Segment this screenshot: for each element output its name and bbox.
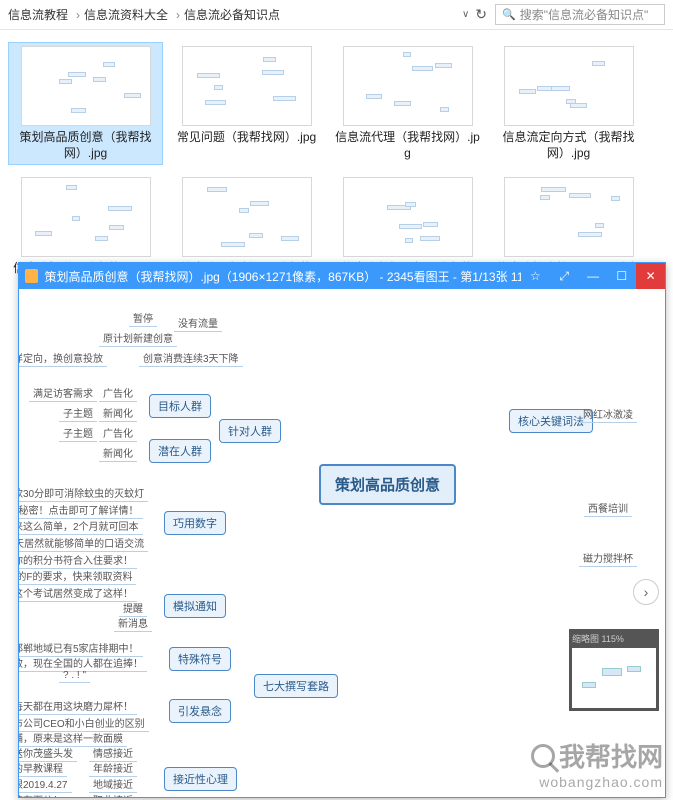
minimize-button[interactable]: — (579, 263, 608, 289)
mindmap-node[interactable]: 七大撰写套路 (254, 674, 338, 698)
file-label: 策划高品质创意（我帮找网）.jpg (12, 130, 159, 161)
mindmap-node[interactable]: 潜在人群 (149, 439, 211, 463)
breadcrumb-bar: 信息流教程 › 信息流资料大全 › 信息流必备知识点 ∨ ↻ 🔍 搜索"信息流必… (0, 0, 673, 30)
image-viewer-window: 策划高品质创意（我帮找网）.jpg（1906×1271像素，867KB） - 2… (18, 262, 666, 798)
mindmap-leaf: 西餐培训 (584, 499, 632, 517)
mindmap-leaf: 同样定向，换创意投放 (19, 349, 107, 367)
mindmap-leaf: 信号XX的F的要求，快来领取资料 (19, 567, 136, 585)
mindmap-leaf: 新消息 (114, 614, 152, 632)
maximize-button[interactable]: ☐ (607, 263, 636, 289)
mindmap-node[interactable]: 接近性心理 (164, 767, 237, 791)
window-title: 策划高品质创意（我帮找网）.jpg（1906×1271像素，867KB） - 2… (44, 268, 521, 285)
dropdown-icon[interactable]: ∨ (462, 9, 469, 20)
file-item[interactable]: 信息流代理（我帮找网）.jpg (330, 42, 485, 165)
breadcrumb-sep: › (176, 8, 180, 22)
minimap-title: 缩略图 115% (572, 634, 624, 644)
search-input[interactable]: 🔍 搜索"信息流必备知识点" (495, 4, 665, 25)
mindmap-leaf: 广告化 (99, 384, 137, 402)
mindmap-leaf: 子主题 (59, 404, 97, 422)
mindmap-leaf: 网红冰激凌 (579, 405, 637, 423)
mindmap-leaf: 需要这款30分即可消除蚊虫的灭蚊灯 (19, 484, 148, 502)
file-item[interactable]: 常见问题（我帮找网）.jpg (169, 42, 324, 165)
refresh-icon[interactable]: ↻ (475, 6, 487, 23)
mindmap-leaf: 新闻化 (99, 444, 137, 462)
mindmap-leaf: 原计划新建创意 (99, 329, 177, 347)
file-thumbnail (182, 46, 312, 126)
viewer-canvas[interactable]: 策划高品质创意 › 缩略图 115% 针对人群目标人群潜在人群核心关键词法七大撰… (19, 289, 665, 797)
mindmap-leaf: 拉面原来这么简单，2个月就可回本 (19, 517, 143, 535)
breadcrumb-item[interactable]: 信息流资料大全 (84, 6, 168, 23)
mindmap-leaf: 广告化 (99, 424, 137, 442)
file-thumbnail (21, 177, 151, 257)
file-thumbnail (21, 46, 151, 126)
titlebar[interactable]: 策划高品质创意（我帮找网）.jpg（1906×1271像素，867KB） - 2… (19, 263, 665, 289)
search-placeholder: 搜索"信息流必备知识点" (520, 6, 649, 23)
mindmap-leaf: 子主题 (59, 424, 97, 442)
next-arrow-icon[interactable]: › (633, 579, 659, 605)
mindmap-leaf: 没有流量 (174, 314, 222, 332)
toolbar-button[interactable]: ☆ (521, 263, 550, 289)
close-button[interactable]: ✕ (636, 263, 665, 289)
minimap-canvas (572, 648, 656, 708)
breadcrumb-item[interactable]: 信息流教程 (8, 6, 68, 23)
mindmap-node[interactable]: 针对人群 (219, 419, 281, 443)
file-item[interactable]: 策划高品质创意（我帮找网）.jpg (8, 42, 163, 165)
mindmap-leaf: 新闻化 (99, 404, 137, 422)
mindmap-node[interactable]: 目标人群 (149, 394, 211, 418)
mindmap-leaf: 会，倍有面儿！ (19, 791, 67, 797)
mindmap-leaf: ? . ! " (59, 669, 90, 683)
mindmap-leaf: 原来是每天都在用这块磨力犀杯！ (19, 697, 137, 715)
minimap[interactable]: 缩略图 115% (569, 629, 659, 711)
file-item[interactable]: 信息流定向方式（我帮找网）.jpg (491, 42, 646, 165)
mindmap-leaf: 职业接近 (89, 791, 137, 797)
file-thumbnail (182, 177, 312, 257)
toolbar-button[interactable]: ⤢ (550, 263, 579, 289)
app-icon (25, 269, 38, 283)
watermark: 我帮找网 wobangzhao.com (531, 737, 663, 790)
mindmap-leaf: 创意消费连续3天下降 (139, 349, 243, 367)
watermark-brand: 我帮找网 (559, 737, 663, 774)
search-icon: 🔍 (502, 8, 516, 21)
file-label: 信息流代理（我帮找网）.jpg (334, 130, 481, 161)
mindmap-node[interactable]: 引发悬念 (169, 699, 231, 723)
file-thumbnail (504, 46, 634, 126)
watermark-url: wobangzhao.com (531, 774, 663, 790)
mindmap-leaf: 训，15天居然就能够简单的口语交流 (19, 534, 148, 552)
mindmap-node[interactable]: 特殊符号 (169, 647, 231, 671)
mindmap-leaf: 满足访客需求 (29, 384, 97, 402)
mindmap-node[interactable]: 巧用数字 (164, 511, 226, 535)
file-label: 信息流定向方式（我帮找网）.jpg (495, 130, 642, 161)
mindmap-node[interactable]: 模拟通知 (164, 594, 226, 618)
file-thumbnail (504, 177, 634, 257)
file-thumbnail (343, 46, 473, 126)
mindmap-leaf: 磁力搅拌杯 (579, 549, 637, 567)
file-thumbnail (343, 177, 473, 257)
breadcrumb-sep: › (76, 8, 80, 22)
magnifier-icon (531, 744, 555, 768)
mindmap-root[interactable]: 策划高品质创意 (319, 464, 456, 505)
file-label: 常见问题（我帮找网）.jpg (173, 130, 320, 146)
breadcrumb-item[interactable]: 信息流必备知识点 (184, 6, 280, 23)
mindmap-leaf: 暂停 (129, 309, 157, 327)
